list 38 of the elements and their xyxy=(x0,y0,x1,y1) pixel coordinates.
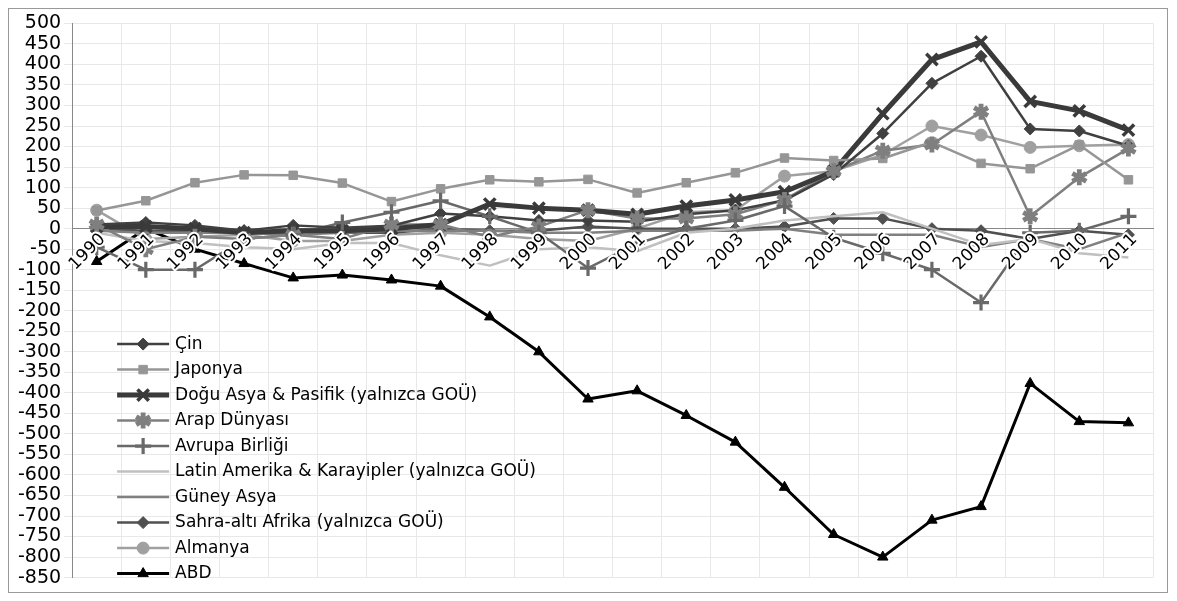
y-tick-label: 350 xyxy=(24,71,62,94)
legend-label: Japonya xyxy=(174,358,244,379)
legend-label: Arap Dünyası xyxy=(175,409,290,430)
legend-label: Çin xyxy=(175,332,203,353)
legend-label: Avrupa Birliği xyxy=(175,434,289,455)
y-tick-label: -400 xyxy=(18,379,62,402)
y-tick-label: -850 xyxy=(18,564,62,587)
y-tick-label: 0 xyxy=(49,215,62,238)
y-tick-label: -650 xyxy=(18,482,62,505)
y-tick-label: -550 xyxy=(18,441,62,464)
y-tick-label: -750 xyxy=(18,523,62,546)
y-tick-label: 400 xyxy=(24,51,62,74)
y-tick-label: 200 xyxy=(24,133,62,156)
y-tick-label: -600 xyxy=(18,461,62,484)
y-tick-label: -100 xyxy=(18,256,62,279)
legend-label: ABD xyxy=(175,562,212,583)
y-tick-label: -350 xyxy=(18,359,62,382)
legend-label: Doğu Asya & Pasifik (yalnızca GOÜ) xyxy=(175,382,478,404)
y-tick-label: 50 xyxy=(36,195,62,218)
y-tick-label: 250 xyxy=(24,112,62,135)
y-tick-label: -500 xyxy=(18,420,62,443)
y-tick-label: -300 xyxy=(18,338,62,361)
y-tick-label: 300 xyxy=(24,92,62,115)
y-tick-label: 450 xyxy=(24,30,62,53)
y-tick-label: 100 xyxy=(24,174,62,197)
legend-label: Güney Asya xyxy=(175,485,277,506)
y-tick-label: -700 xyxy=(18,502,62,525)
y-tick-label: -50 xyxy=(30,236,62,259)
y-tick-label: -150 xyxy=(18,277,62,300)
legend-label: Almanya xyxy=(175,536,250,557)
legend-label: Sahra-altı Afrika (yalnızca GOÜ) xyxy=(175,510,444,532)
y-tick-label: 150 xyxy=(24,154,62,177)
legend-label: Latin Amerika & Karayipler (yalnızca GOÜ) xyxy=(175,459,536,481)
y-tick-label: -250 xyxy=(18,318,62,341)
y-tick-label: -450 xyxy=(18,400,62,423)
y-tick-label: 500 xyxy=(24,10,62,33)
y-tick-label: -200 xyxy=(18,297,62,320)
y-tick-label: -800 xyxy=(18,544,62,567)
